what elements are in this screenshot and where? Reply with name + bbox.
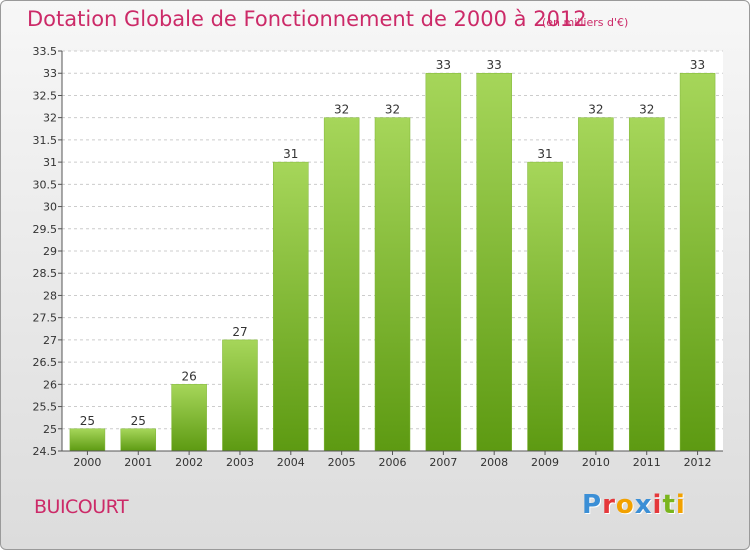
data-label: 32 <box>588 103 603 117</box>
x-tick-label: 2012 <box>684 456 712 469</box>
proxiti-logo: Proxiti <box>582 490 686 520</box>
data-label: 25 <box>131 414 146 428</box>
logo-letter: r <box>602 490 616 520</box>
bar <box>120 428 157 452</box>
x-tick-label: 2005 <box>328 456 356 469</box>
y-tick-label: 32.5 <box>33 89 58 102</box>
bar <box>578 117 614 452</box>
y-tick-label: 25 <box>43 423 57 436</box>
chart-subtitle: (en milliers d'€) <box>542 16 629 29</box>
data-label: 32 <box>639 103 654 117</box>
commune-name: BUICOURT <box>34 496 129 518</box>
bar <box>323 117 360 452</box>
y-tick-label: 33 <box>43 67 57 80</box>
x-tick-label: 2001 <box>124 456 152 469</box>
x-tick-label: 2008 <box>480 456 508 469</box>
data-label: 25 <box>80 414 95 428</box>
bar <box>222 339 258 452</box>
x-tick-label: 2007 <box>429 456 457 469</box>
y-tick-label: 29.5 <box>33 223 58 236</box>
chart-title: Dotation Globale de Fonctionnement de 20… <box>27 7 587 31</box>
logo-letter: x <box>634 490 653 520</box>
x-tick-label: 2004 <box>277 456 305 469</box>
y-tick-label: 26 <box>43 378 57 391</box>
data-label: 31 <box>537 147 552 161</box>
bar <box>171 384 207 452</box>
y-tick-label: 32 <box>43 112 57 125</box>
data-label: 33 <box>690 58 705 72</box>
data-label: 32 <box>334 103 349 117</box>
x-tick-label: 2006 <box>379 456 407 469</box>
y-tick-label: 27 <box>43 334 57 347</box>
data-label: 31 <box>283 147 298 161</box>
y-tick-label: 31.5 <box>33 134 58 147</box>
bar <box>374 117 411 452</box>
bar <box>476 72 512 452</box>
bars: 25 25 26 27 31 32 32 33 33 31 32 32 33 <box>69 58 716 452</box>
x-tick-label: 2011 <box>633 456 661 469</box>
bar <box>527 161 563 452</box>
y-tick-label: 29 <box>43 245 57 258</box>
data-label: 27 <box>232 325 247 339</box>
data-label: 26 <box>181 369 196 383</box>
x-tick-label: 2010 <box>582 456 610 469</box>
bar <box>679 72 716 452</box>
y-tick-label: 26.5 <box>33 356 58 369</box>
logo-letter: t <box>662 490 676 520</box>
y-tick-label: 24.5 <box>33 445 58 458</box>
x-tick-label: 2009 <box>531 456 559 469</box>
bar <box>273 161 309 452</box>
data-label: 32 <box>385 103 400 117</box>
x-tick-label: 2003 <box>226 456 254 469</box>
axes: 24.5 25 25.5 26 26.5 27 27.5 28 28.5 29 29.5 30 30.5… <box>33 45 723 469</box>
bar <box>69 428 106 452</box>
bar <box>425 72 462 452</box>
logo-letter: i <box>652 490 663 520</box>
data-label: 33 <box>487 58 502 72</box>
x-tick-label: 2002 <box>175 456 203 469</box>
data-label: 33 <box>436 58 451 72</box>
y-tick-label: 30.5 <box>33 178 58 191</box>
y-tick-label: 33.5 <box>33 45 58 58</box>
y-tick-label: 28 <box>43 289 57 302</box>
logo-letter: o <box>615 490 635 520</box>
x-tick-label: 2000 <box>73 456 101 469</box>
logo-letter: P <box>582 490 603 520</box>
y-tick-label: 25.5 <box>33 401 58 414</box>
logo-letter: i <box>675 490 686 520</box>
y-tick-label: 27.5 <box>33 312 58 325</box>
y-tick-label: 31 <box>43 156 57 169</box>
y-tick-label: 30 <box>43 201 57 214</box>
y-tick-label: 28.5 <box>33 267 58 280</box>
bar <box>628 117 665 452</box>
